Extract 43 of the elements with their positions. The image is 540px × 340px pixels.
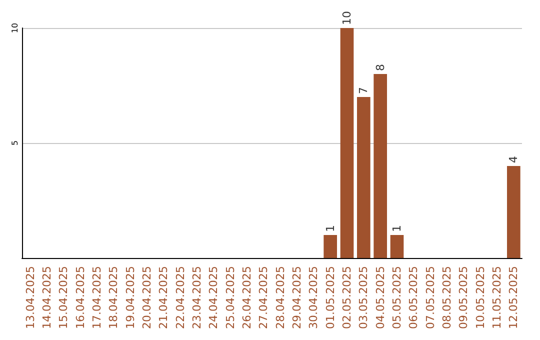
- x-tick-label: 02.05.2025: [340, 266, 354, 330]
- bar: [357, 97, 370, 258]
- x-tick-label: 24.04.2025: [207, 266, 220, 330]
- x-tick-label: 13.04.2025: [24, 266, 37, 330]
- x-tick-label: 16.04.2025: [74, 266, 87, 330]
- x-tick-label: 09.05.2025: [457, 266, 470, 330]
- x-tick-label: 08.05.2025: [440, 266, 454, 330]
- x-tick-label: 23.04.2025: [190, 266, 204, 330]
- x-tick-label: 11.05.2025: [490, 266, 504, 330]
- bar: [390, 235, 404, 258]
- x-tick-label: 06.05.2025: [407, 266, 420, 330]
- x-tick-label: 15.04.2025: [57, 266, 70, 330]
- x-tick-label: 14.04.2025: [40, 266, 54, 330]
- x-tick-label: 22.04.2025: [174, 266, 187, 330]
- x-tick-label: 25.04.2025: [224, 266, 237, 330]
- x-tick-label: 10.05.2025: [474, 266, 487, 330]
- x-tick-label: 21.04.2025: [157, 266, 170, 330]
- x-tick-label: 07.05.2025: [424, 266, 437, 330]
- x-tick-label: 20.04.2025: [140, 266, 154, 330]
- x-tick-label: 17.04.2025: [90, 266, 104, 330]
- data-label: 1: [390, 225, 404, 232]
- data-label: 1: [324, 225, 337, 232]
- x-tick-label: 27.04.2025: [257, 266, 270, 330]
- data-label: 7: [357, 87, 370, 94]
- x-tick-label: 28.04.2025: [274, 266, 287, 330]
- data-label: 8: [374, 64, 387, 72]
- x-tick-label: 29.04.2025: [290, 266, 304, 330]
- x-tick-label: 26.04.2025: [240, 266, 254, 330]
- data-label: 10: [340, 11, 354, 25]
- x-tick-label: 30.04.2025: [307, 266, 320, 330]
- data-label: 4: [507, 156, 520, 164]
- x-tick-label: 05.05.2025: [390, 266, 404, 330]
- x-tick-label: 01.05.2025: [324, 266, 337, 330]
- bar: [324, 235, 337, 258]
- y-tick-label: 5: [10, 140, 20, 146]
- x-tick-label: 03.05.2025: [357, 266, 370, 330]
- x-tick-label: 18.04.2025: [107, 266, 120, 330]
- bar: [507, 166, 520, 258]
- bar: [374, 74, 387, 258]
- bar: [340, 28, 354, 258]
- x-tick-label: 12.05.2025: [507, 266, 520, 330]
- x-tick-label: 04.05.2025: [374, 266, 387, 330]
- x-tick-label: 19.04.2025: [124, 266, 137, 330]
